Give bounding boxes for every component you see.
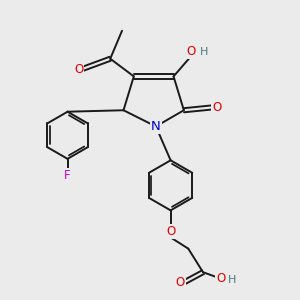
Text: F: F bbox=[64, 169, 71, 182]
Text: H: H bbox=[200, 47, 208, 57]
Text: O: O bbox=[216, 272, 225, 285]
Text: N: N bbox=[151, 120, 161, 133]
Text: O: O bbox=[74, 62, 83, 76]
Text: O: O bbox=[166, 225, 175, 238]
Text: H: H bbox=[228, 275, 237, 285]
Text: O: O bbox=[212, 101, 221, 114]
Text: O: O bbox=[176, 276, 185, 289]
Text: O: O bbox=[187, 45, 196, 58]
